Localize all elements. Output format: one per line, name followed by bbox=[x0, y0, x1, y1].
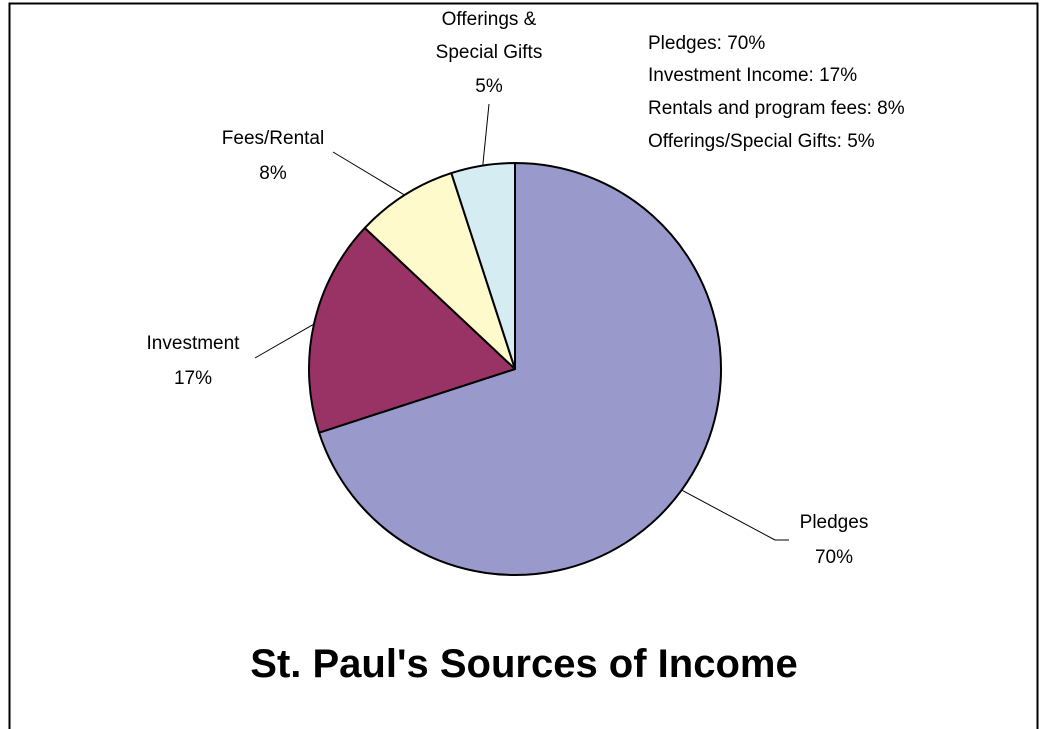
slice-label-offerings-line1: Offerings & bbox=[442, 9, 537, 30]
chart-title: St. Paul's Sources of Income bbox=[250, 642, 797, 686]
pie-slice-pledges bbox=[318, 162, 722, 576]
chart-border bbox=[8, 2, 1039, 729]
annotation-line-4: Offerings/Special Gifts: 5% bbox=[648, 131, 875, 152]
leader-line bbox=[482, 103, 490, 166]
leader-lines bbox=[254, 103, 789, 541]
leader-line bbox=[681, 489, 789, 541]
pie-slices bbox=[308, 162, 722, 576]
slice-label-pledges: Pledges bbox=[800, 512, 869, 533]
slice-label-investment: Investment bbox=[147, 333, 241, 354]
pie-slice-fees-rental bbox=[363, 172, 516, 370]
annotation-line-2: Investment Income: 17% bbox=[648, 65, 857, 86]
slice-label-fees-rental: Fees/Rental bbox=[222, 128, 324, 149]
leader-line bbox=[254, 323, 315, 359]
slice-percent-offerings: 5% bbox=[475, 76, 503, 97]
pie-slice-investment bbox=[308, 226, 516, 434]
leader-line bbox=[332, 151, 405, 196]
slice-percent-pledges: 70% bbox=[815, 547, 853, 568]
slice-label-offerings-line2: Special Gifts bbox=[436, 42, 543, 63]
slice-percent-fees-rental: 8% bbox=[259, 163, 287, 184]
annotation-line-3: Rentals and program fees: 8% bbox=[648, 98, 905, 119]
annotation-line-1: Pledges: 70% bbox=[648, 33, 765, 54]
slice-percent-investment: 17% bbox=[174, 368, 212, 389]
